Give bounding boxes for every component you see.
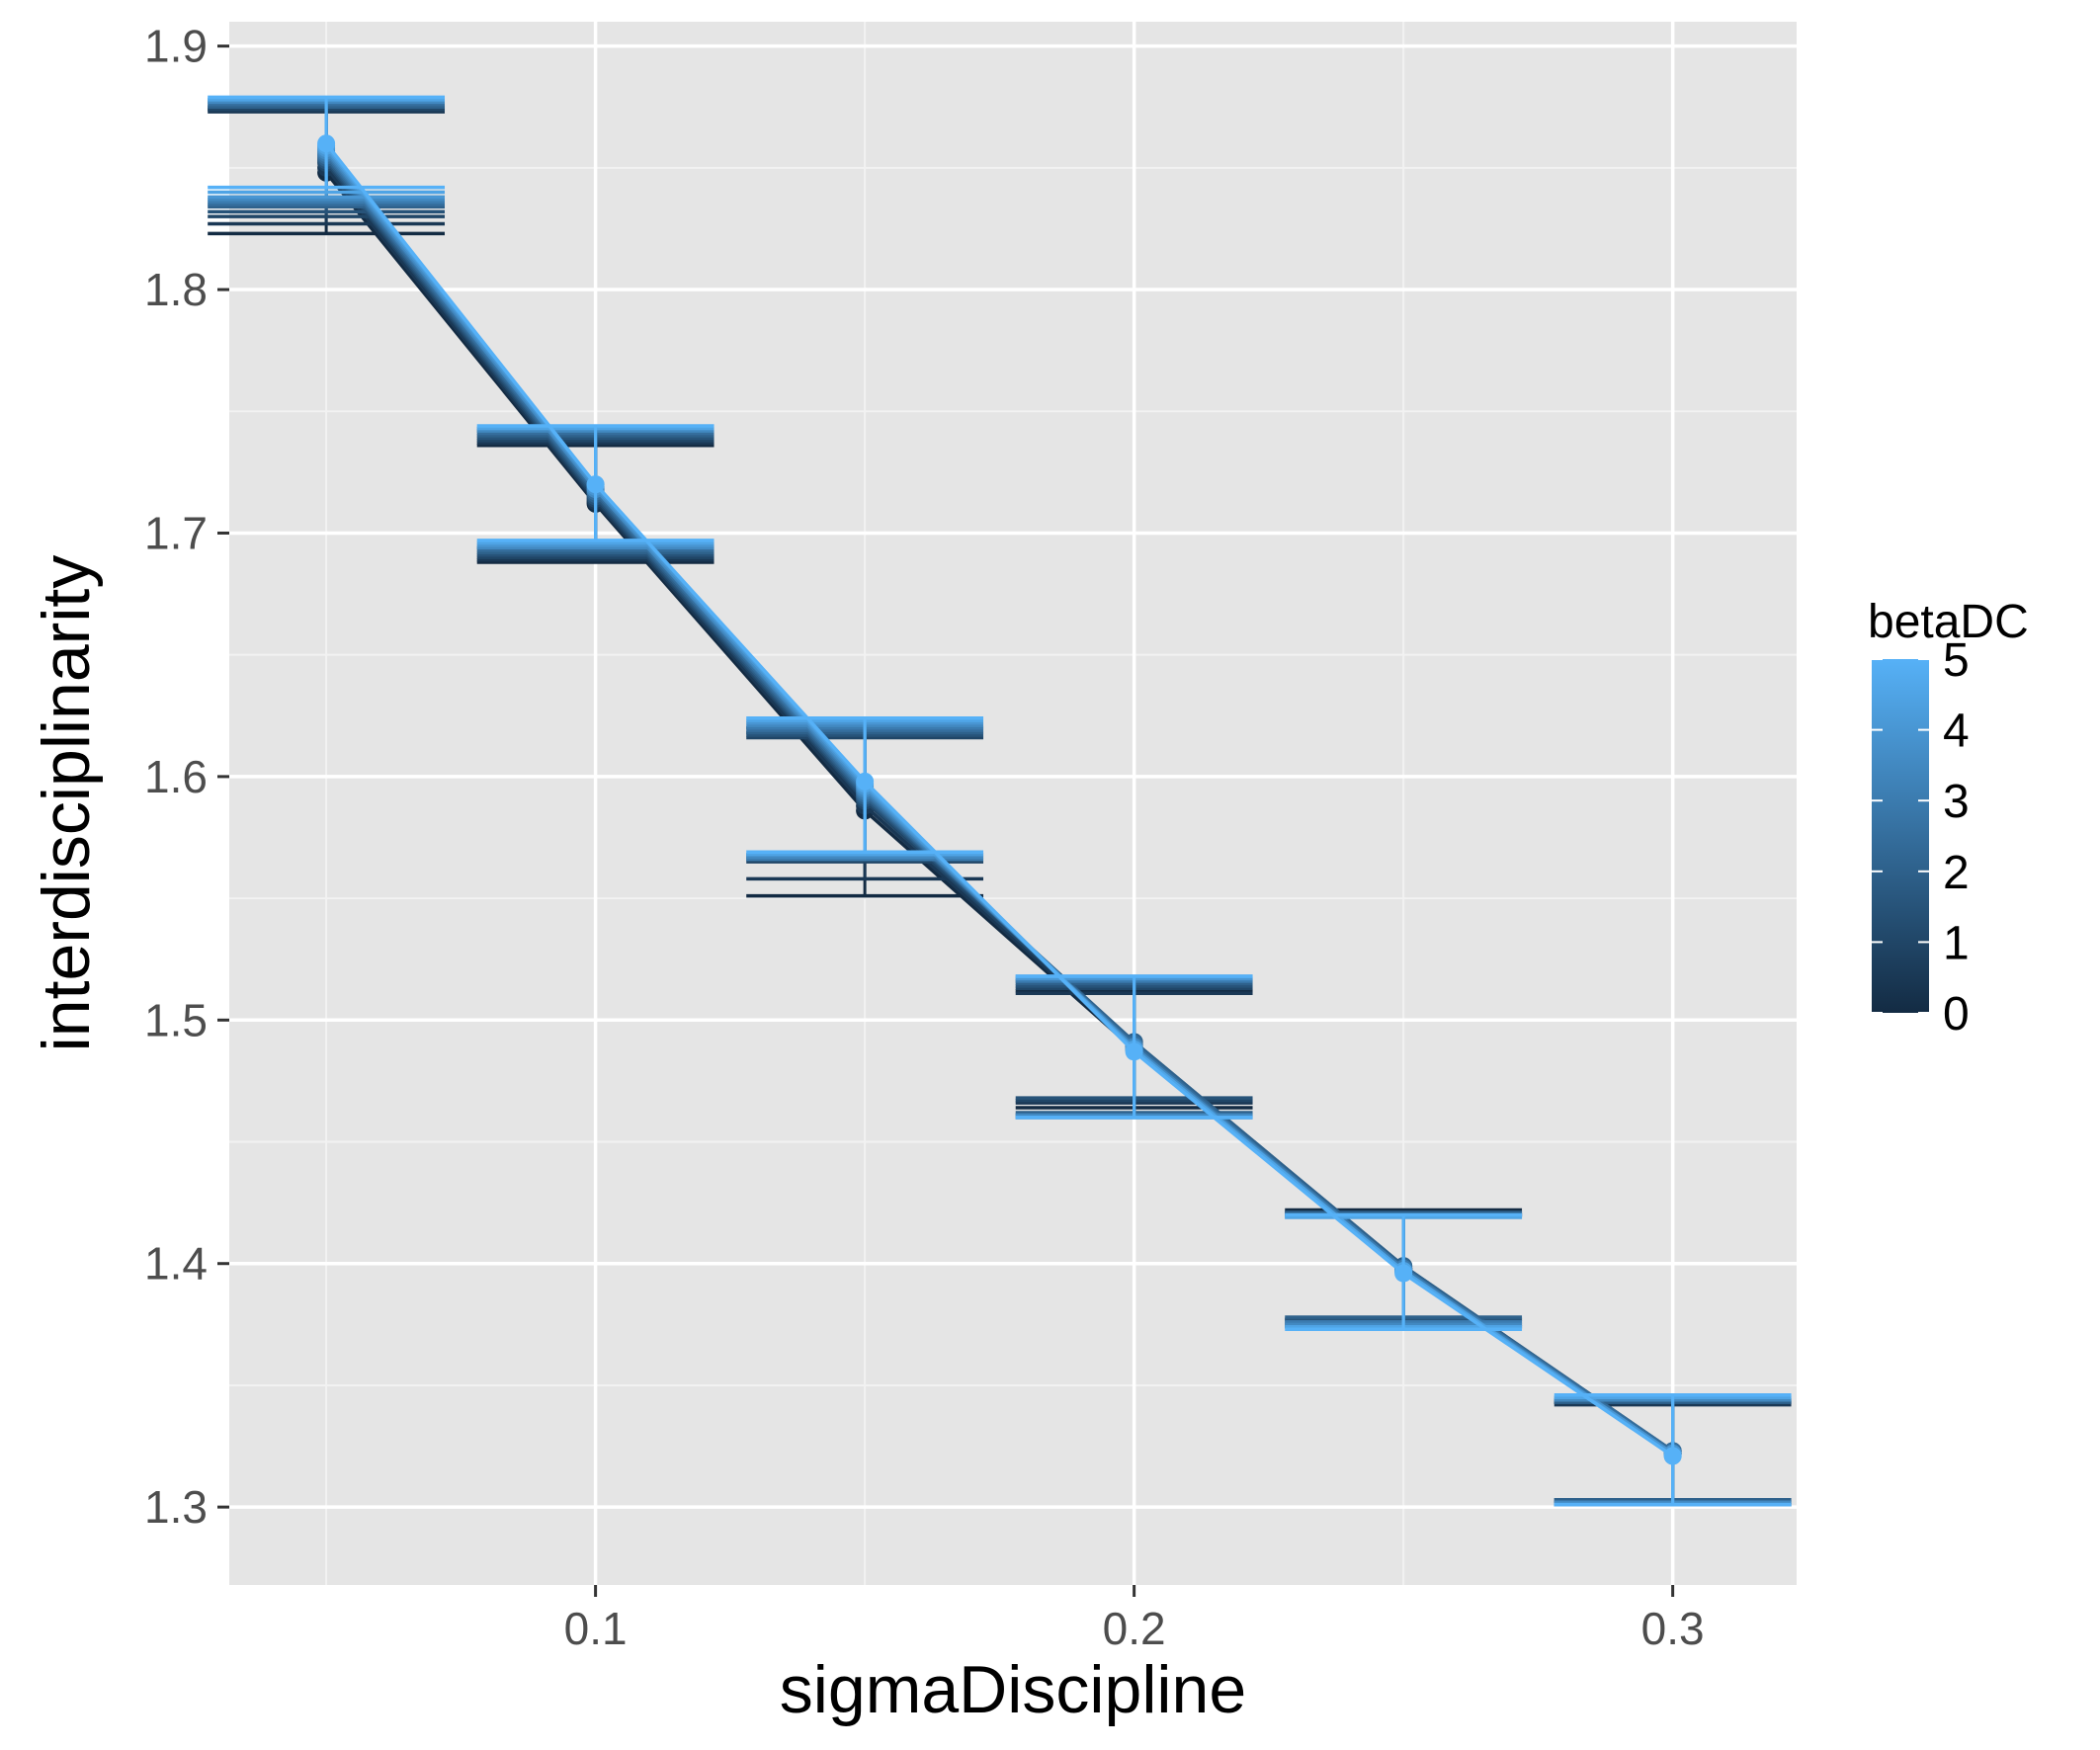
y-tick-label: 1.4 bbox=[144, 1238, 208, 1290]
x-axis-title: sigmaDiscipline bbox=[780, 1652, 1246, 1727]
plot-panel bbox=[229, 22, 1797, 1585]
x-tick-labels: 0.1 0.2 0.3 bbox=[564, 1603, 1705, 1654]
series-layer bbox=[208, 95, 1792, 1507]
data-point bbox=[856, 772, 875, 791]
data-point bbox=[1125, 1042, 1143, 1061]
series-line bbox=[324, 142, 1674, 1458]
series-group bbox=[208, 95, 1792, 1507]
legend-tick-label: 5 bbox=[1943, 634, 1970, 687]
y-tick-label: 1.6 bbox=[144, 751, 208, 802]
y-tick-labels: 1.3 1.4 1.5 1.6 1.7 1.8 1.9 bbox=[144, 21, 208, 1534]
x-tick-label: 0.1 bbox=[564, 1603, 628, 1654]
colorbar-legend: betaDC 0 1 2 3 4 5 bbox=[1868, 596, 2029, 1041]
x-tick-label: 0.3 bbox=[1641, 1603, 1705, 1654]
axis-ticks bbox=[217, 44, 1675, 1597]
data-point bbox=[317, 134, 336, 153]
legend-tick-label: 0 bbox=[1943, 988, 1970, 1041]
y-tick-label: 1.9 bbox=[144, 21, 208, 72]
legend-tick-label: 4 bbox=[1943, 706, 1970, 758]
grid-minor bbox=[229, 22, 1797, 1585]
y-tick-label: 1.7 bbox=[144, 507, 208, 558]
y-axis-title: interdisciplinarity bbox=[29, 555, 104, 1052]
legend-title: betaDC bbox=[1868, 596, 2029, 648]
colorbar bbox=[1872, 659, 1929, 1013]
legend-tick-label: 1 bbox=[1943, 917, 1970, 969]
legend-tick-label: 3 bbox=[1943, 776, 1970, 828]
legend-ticks: 0 1 2 3 4 5 bbox=[1872, 634, 1970, 1041]
data-point bbox=[1394, 1264, 1413, 1283]
legend-tick-label: 2 bbox=[1943, 847, 1970, 899]
y-tick-label: 1.3 bbox=[144, 1481, 208, 1533]
data-point bbox=[586, 475, 605, 494]
data-point bbox=[1663, 1447, 1682, 1465]
grid-major bbox=[229, 22, 1797, 1585]
y-tick-label: 1.5 bbox=[144, 994, 208, 1045]
y-tick-label: 1.8 bbox=[144, 264, 208, 315]
x-tick-label: 0.2 bbox=[1103, 1603, 1166, 1654]
